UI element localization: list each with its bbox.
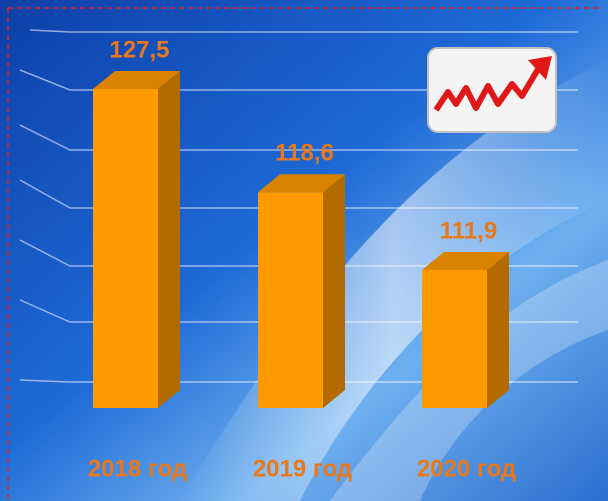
x-tick-label: 2018 год (88, 455, 187, 482)
bar-front (93, 89, 158, 408)
bar (93, 71, 180, 408)
bar-side (158, 71, 180, 408)
chart: 127,5 2018 год 118,6 2019 год 111,9 2020 год (0, 0, 608, 501)
bar (258, 174, 345, 408)
bar-front (422, 270, 487, 408)
icon (428, 48, 556, 132)
bar-front (258, 192, 323, 408)
value-label: 118,6 (275, 140, 334, 167)
value-label: 127,5 (109, 36, 169, 63)
bar-side (323, 174, 345, 408)
x-tick-label: 2020 год (417, 455, 516, 482)
bar (422, 252, 509, 408)
bar-side (487, 252, 509, 408)
value-label: 111,9 (440, 217, 497, 244)
x-tick-label: 2019 год (253, 455, 352, 482)
